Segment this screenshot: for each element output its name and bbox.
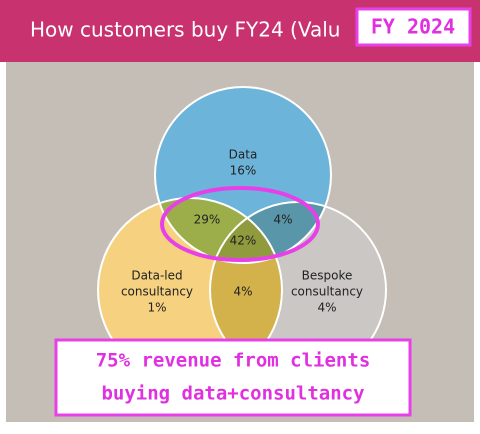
callout-box (54, 338, 412, 417)
header-title: How customers buy FY24 (Valu (30, 18, 340, 42)
badge-box (355, 7, 472, 47)
callout-line: buying data+consultancy (101, 383, 364, 405)
venn (97, 86, 387, 383)
label: 4% (273, 213, 292, 227)
label: consultancy (121, 285, 193, 299)
label: 16% (230, 164, 257, 178)
label: 1% (147, 301, 166, 315)
label: 4% (233, 285, 252, 299)
label: Bespoke (302, 269, 353, 283)
badge: FY 2024 (371, 15, 455, 39)
label: Data-led (131, 269, 182, 283)
label: 29% (194, 213, 221, 227)
label: Data (229, 148, 258, 162)
overlap-all (210, 202, 282, 263)
label: 4% (317, 301, 336, 315)
highlight-ellipse (160, 186, 320, 262)
label: consultancy (291, 285, 363, 299)
callout-line: 75% revenue from clients (96, 350, 371, 372)
label: 42% (230, 234, 257, 248)
